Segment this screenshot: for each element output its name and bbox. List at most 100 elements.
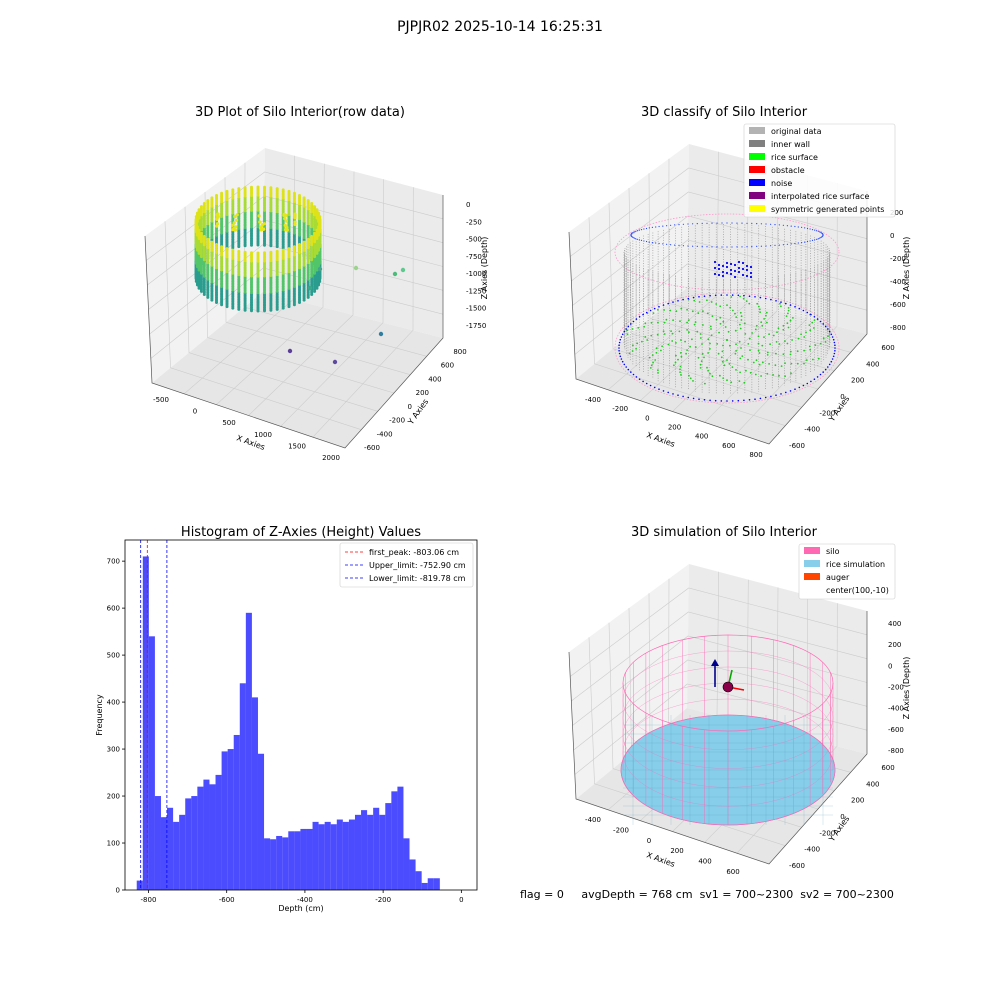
noise-point <box>770 395 772 398</box>
legend-frame <box>743 123 896 218</box>
noise-point <box>785 302 787 305</box>
rice-surface-point <box>679 368 681 371</box>
noise-point <box>713 260 717 264</box>
raw-outlier-point <box>307 285 313 291</box>
rice-surface-point <box>729 344 731 347</box>
tick-label: 0 <box>890 232 894 240</box>
grid-line-y <box>224 177 411 375</box>
noise-point <box>834 344 836 347</box>
rice-surface-point <box>680 307 683 310</box>
rice-surface-point <box>734 312 736 315</box>
raw-point <box>202 235 206 238</box>
rice-surface-point <box>757 349 760 352</box>
noise-point <box>674 244 676 246</box>
rice-surface-point <box>745 369 747 372</box>
noise-point <box>749 265 753 269</box>
raw-outlier-point <box>353 265 359 271</box>
tick-label: 600 <box>441 362 454 370</box>
raw-outlier-point <box>287 348 293 354</box>
noise-point <box>731 246 733 248</box>
noise-point <box>774 244 776 246</box>
rice-surface-point <box>698 301 701 303</box>
raw-point <box>293 212 297 216</box>
noise-point <box>778 244 780 246</box>
legend-swatch <box>804 560 820 567</box>
noise-point <box>703 295 706 298</box>
axes-edge <box>144 195 444 449</box>
rice-surface-point <box>772 334 775 337</box>
rice-surface-point <box>646 339 649 341</box>
histogram-bar <box>318 824 325 890</box>
noise-point <box>831 358 834 360</box>
noise-point <box>643 240 645 242</box>
raw-point <box>281 248 285 252</box>
noise-point <box>782 224 785 226</box>
y-tick-label: 700 <box>107 558 120 566</box>
rice-surface-point <box>763 336 765 338</box>
noise-point <box>819 320 822 323</box>
raw-point <box>262 222 266 226</box>
noise-point <box>620 358 623 360</box>
histogram-x-axis-label: Depth (cm) <box>278 904 323 913</box>
tick-label: 1000 <box>254 431 272 439</box>
noise-point <box>640 239 643 241</box>
noise-point <box>822 233 824 235</box>
rice-surface-point <box>789 353 792 356</box>
noise-point <box>678 224 680 226</box>
raw-z-axis-label: Z Axies (Depth) <box>480 237 489 300</box>
rice-surface-point <box>787 326 790 329</box>
rice-surface-point <box>797 337 800 340</box>
histogram-bar <box>185 798 192 890</box>
noise-point <box>774 224 776 226</box>
histogram-bar <box>336 819 343 890</box>
rice-surface-point <box>635 347 637 350</box>
noise-point <box>737 399 740 402</box>
noise-point <box>635 238 637 240</box>
simulation-panel-title: 3D simulation of Silo Interior <box>631 525 818 540</box>
rice-surface-point <box>739 295 741 298</box>
rice-surface-point <box>782 324 785 327</box>
histogram-bar <box>209 784 216 890</box>
raw-point <box>317 211 321 215</box>
tick-label: 2000 <box>322 454 340 462</box>
simulation-legend: silo rice simulation auger center(100,-10) <box>798 543 896 600</box>
noise-point <box>748 399 751 401</box>
histogram-bar <box>264 838 271 890</box>
noise-point <box>801 242 803 244</box>
raw-point <box>313 205 317 209</box>
raw-point <box>302 196 306 200</box>
rice-surface-point <box>674 361 677 364</box>
raw-point <box>199 205 203 209</box>
noise-point <box>667 302 669 305</box>
y-tick-label: 100 <box>107 840 120 848</box>
histogram-bar <box>251 697 258 890</box>
raw-point <box>197 208 201 212</box>
noise-point <box>618 350 620 352</box>
raw-point <box>202 202 206 205</box>
tick-label: -200 <box>888 684 904 692</box>
rice-surface-point <box>699 337 702 339</box>
rice-surface-point <box>699 333 702 335</box>
rice-surface-point <box>722 377 725 379</box>
noise-point <box>711 246 713 248</box>
rice-surface-point <box>803 362 805 365</box>
histogram-bar <box>221 751 228 890</box>
y-tick-label: 200 <box>107 793 120 801</box>
noise-point <box>720 400 723 402</box>
x-tick-label: 0 <box>459 896 463 904</box>
rice-surface-point <box>738 340 741 343</box>
noise-point <box>780 393 782 395</box>
raw-point <box>256 185 260 189</box>
raw-point <box>281 188 285 192</box>
rice-surface-point <box>667 343 670 346</box>
noise-point <box>831 336 834 338</box>
tick-label: -200 <box>613 826 629 834</box>
noise-point <box>828 363 831 366</box>
noise-point <box>720 294 723 296</box>
legend-label: auger <box>826 573 850 582</box>
tick-label: 0 <box>647 837 651 845</box>
y-tick-label: 0 <box>116 887 120 895</box>
rice-surface-point <box>738 380 741 382</box>
noise-point <box>630 323 632 325</box>
noise-point <box>797 226 799 228</box>
